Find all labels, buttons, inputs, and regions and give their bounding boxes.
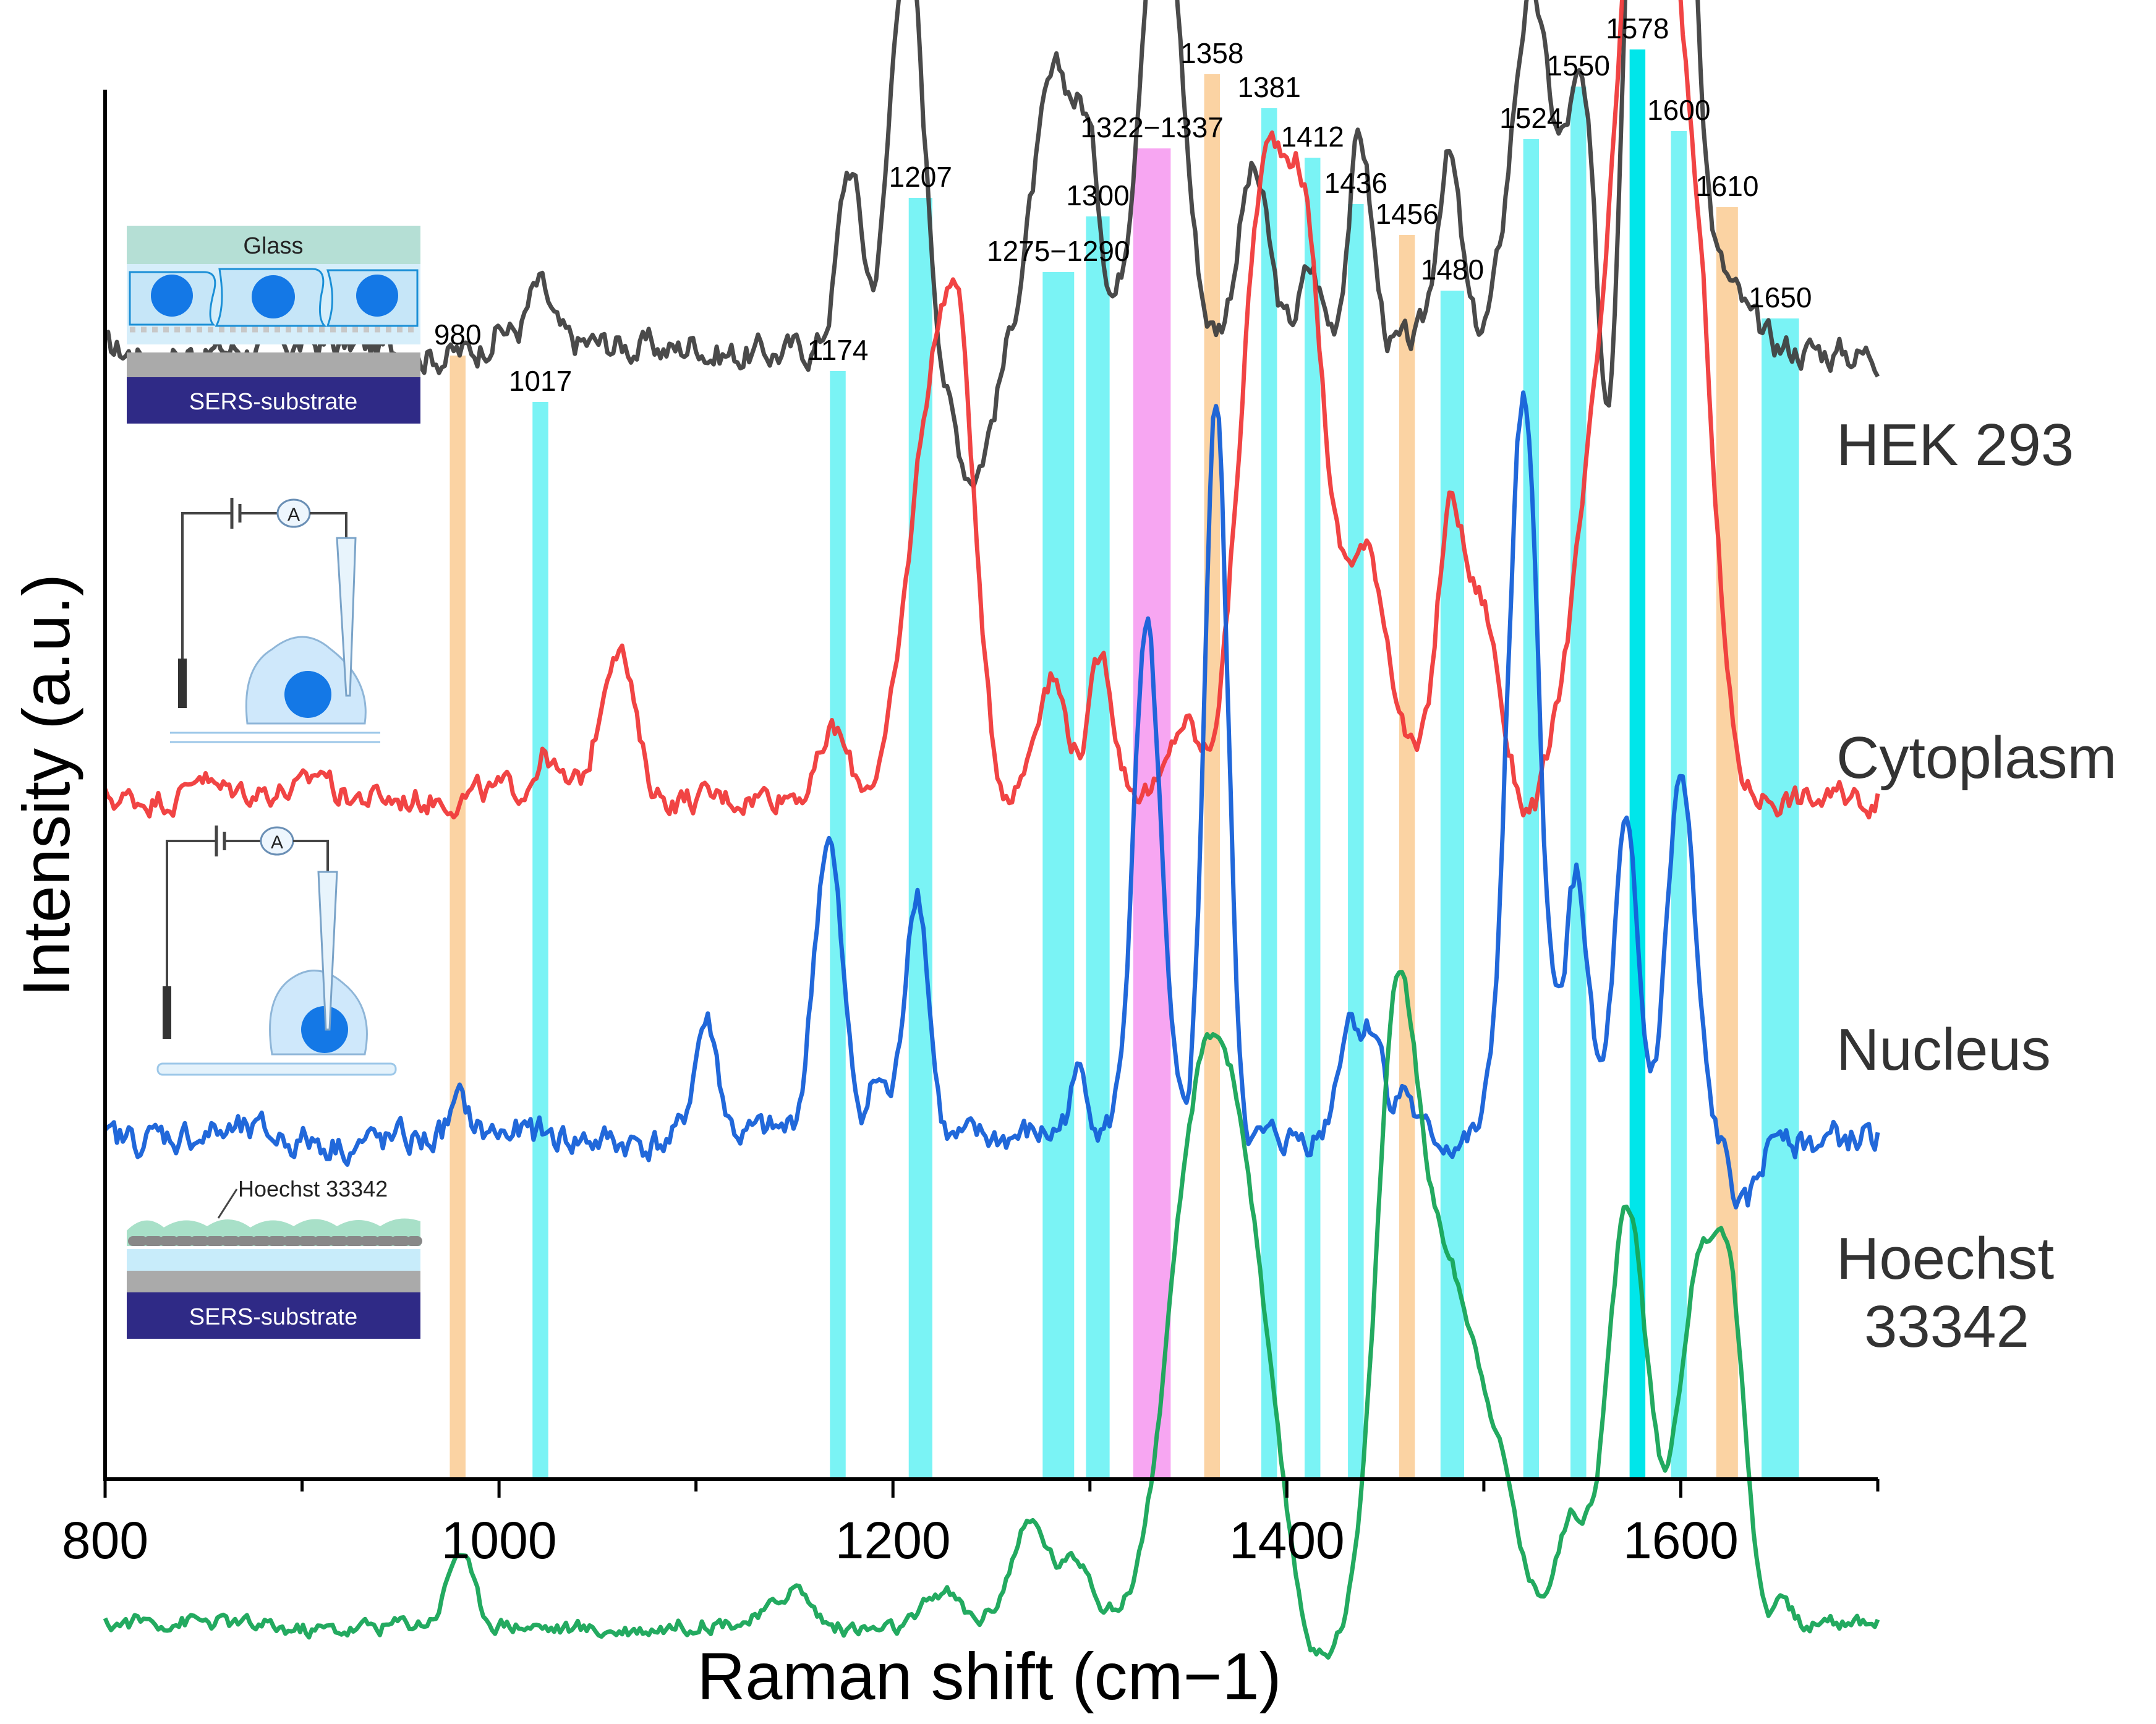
series-label-nucleus: Nucleus (1836, 1017, 2051, 1083)
x-tick-label: 1600 (1623, 1511, 1739, 1569)
circuit-wire (293, 840, 329, 872)
band-label: 1456 (1375, 198, 1438, 230)
hoechst-dye-label: Hoechst 33342 (238, 1176, 388, 1201)
nucleus-circle (252, 275, 295, 318)
x-tick-label: 800 (62, 1511, 148, 1569)
nucleus-circle (356, 275, 398, 317)
band-1456 (1399, 235, 1415, 1479)
ammeter-label: A (271, 832, 283, 853)
circuit-wire (166, 840, 216, 989)
band-label: 1524 (1499, 102, 1562, 134)
reference-electrode (178, 659, 187, 708)
metal-layer (127, 352, 420, 377)
band-label: 1322−1337 (1080, 111, 1224, 143)
band-label: 1550 (1547, 49, 1610, 82)
y-axis-title: Intensity (a.u.) (9, 574, 83, 997)
x-tick-label: 1400 (1229, 1511, 1345, 1569)
series-line-cytoplasm (103, 0, 1880, 820)
band-1412 (1305, 158, 1321, 1479)
sers-substrate-layer (127, 1292, 420, 1339)
band-label: 1610 (1695, 170, 1758, 202)
band-label: 1300 (1066, 179, 1129, 211)
band-1207 (908, 198, 932, 1479)
band-label: 1174 (807, 334, 869, 366)
band-1610 (1716, 207, 1738, 1479)
dish-base (156, 1062, 397, 1076)
nucleus-circle (284, 671, 331, 718)
band-label: 1578 (1606, 12, 1669, 45)
glass-label: Glass (243, 233, 303, 259)
circuit-wire (310, 512, 347, 538)
nanopipette-icon (317, 871, 338, 1031)
sers-substrate-layer (127, 377, 420, 424)
band-label: 1207 (889, 161, 952, 193)
glass-layer (127, 226, 420, 264)
series-label-hek293: HEK 293 (1836, 412, 2074, 478)
circuit-wire (181, 512, 232, 668)
band-1358 (1204, 74, 1221, 1479)
series-line-hoechst-33342 (103, 970, 1880, 1660)
band-label: 1412 (1281, 121, 1344, 153)
metal-layer (127, 1271, 420, 1292)
label-pointer (217, 1188, 238, 1219)
sers-substrate-label: SERS-substrate (189, 1304, 357, 1330)
inset-nucleus-probe-diagram: A (156, 826, 397, 1076)
x-tick-label: 1200 (835, 1511, 951, 1569)
band-1650 (1762, 318, 1799, 1479)
nucleus-circle (301, 1006, 348, 1053)
x-axis-ticks: 800 1000 1200 1400 1600 (62, 1479, 1880, 1569)
band-label: 1650 (1749, 281, 1812, 314)
band-label: 1275−1290 (987, 235, 1130, 267)
band-1322-1337 (1133, 148, 1171, 1479)
nucleus-circle (151, 275, 193, 317)
band-label: 1358 (1180, 37, 1243, 69)
band-label: 980 (434, 318, 482, 351)
band-980 (450, 356, 466, 1479)
reference-electrode (163, 986, 171, 1039)
inset-cytoplasm-probe-diagram: A (170, 498, 380, 743)
sers-substrate-label: SERS-substrate (189, 389, 357, 415)
series-label-hoechst: Hoechst 33342 (1836, 1226, 2054, 1360)
x-axis-title: Raman shift (cm−1) (697, 1639, 1281, 1713)
inset-hoechst-substrate-diagram: Hoechst 33342 SERS-substrate (127, 1176, 422, 1339)
series-line-nucleus (103, 390, 1880, 1210)
band-1275-1290 (1042, 272, 1075, 1479)
band-1550 (1570, 87, 1587, 1479)
ammeter-label: A (288, 505, 300, 525)
band-1480 (1440, 291, 1465, 1479)
band-1017 (532, 402, 548, 1479)
nanopipette-icon (336, 537, 357, 697)
band-label: 1381 (1237, 71, 1300, 103)
band-label: 1017 (509, 365, 572, 397)
inset-hek-substrate-diagram: Glass SERS-substrate (127, 226, 420, 424)
series-label-cytoplasm: Cytoplasm (1836, 725, 2116, 791)
dielectric-layer (127, 1249, 420, 1271)
band-label-layer: 980 1017 1174 1207 1275−1290 1300 1322−1337 135… (434, 12, 1812, 397)
band-label: 1600 (1647, 94, 1710, 126)
band-1381 (1261, 108, 1277, 1479)
x-tick-label: 1000 (441, 1511, 557, 1569)
band-1300 (1086, 216, 1110, 1479)
band-label: 1436 (1324, 167, 1387, 199)
band-label: 1480 (1421, 254, 1484, 286)
band-1436 (1348, 204, 1364, 1479)
